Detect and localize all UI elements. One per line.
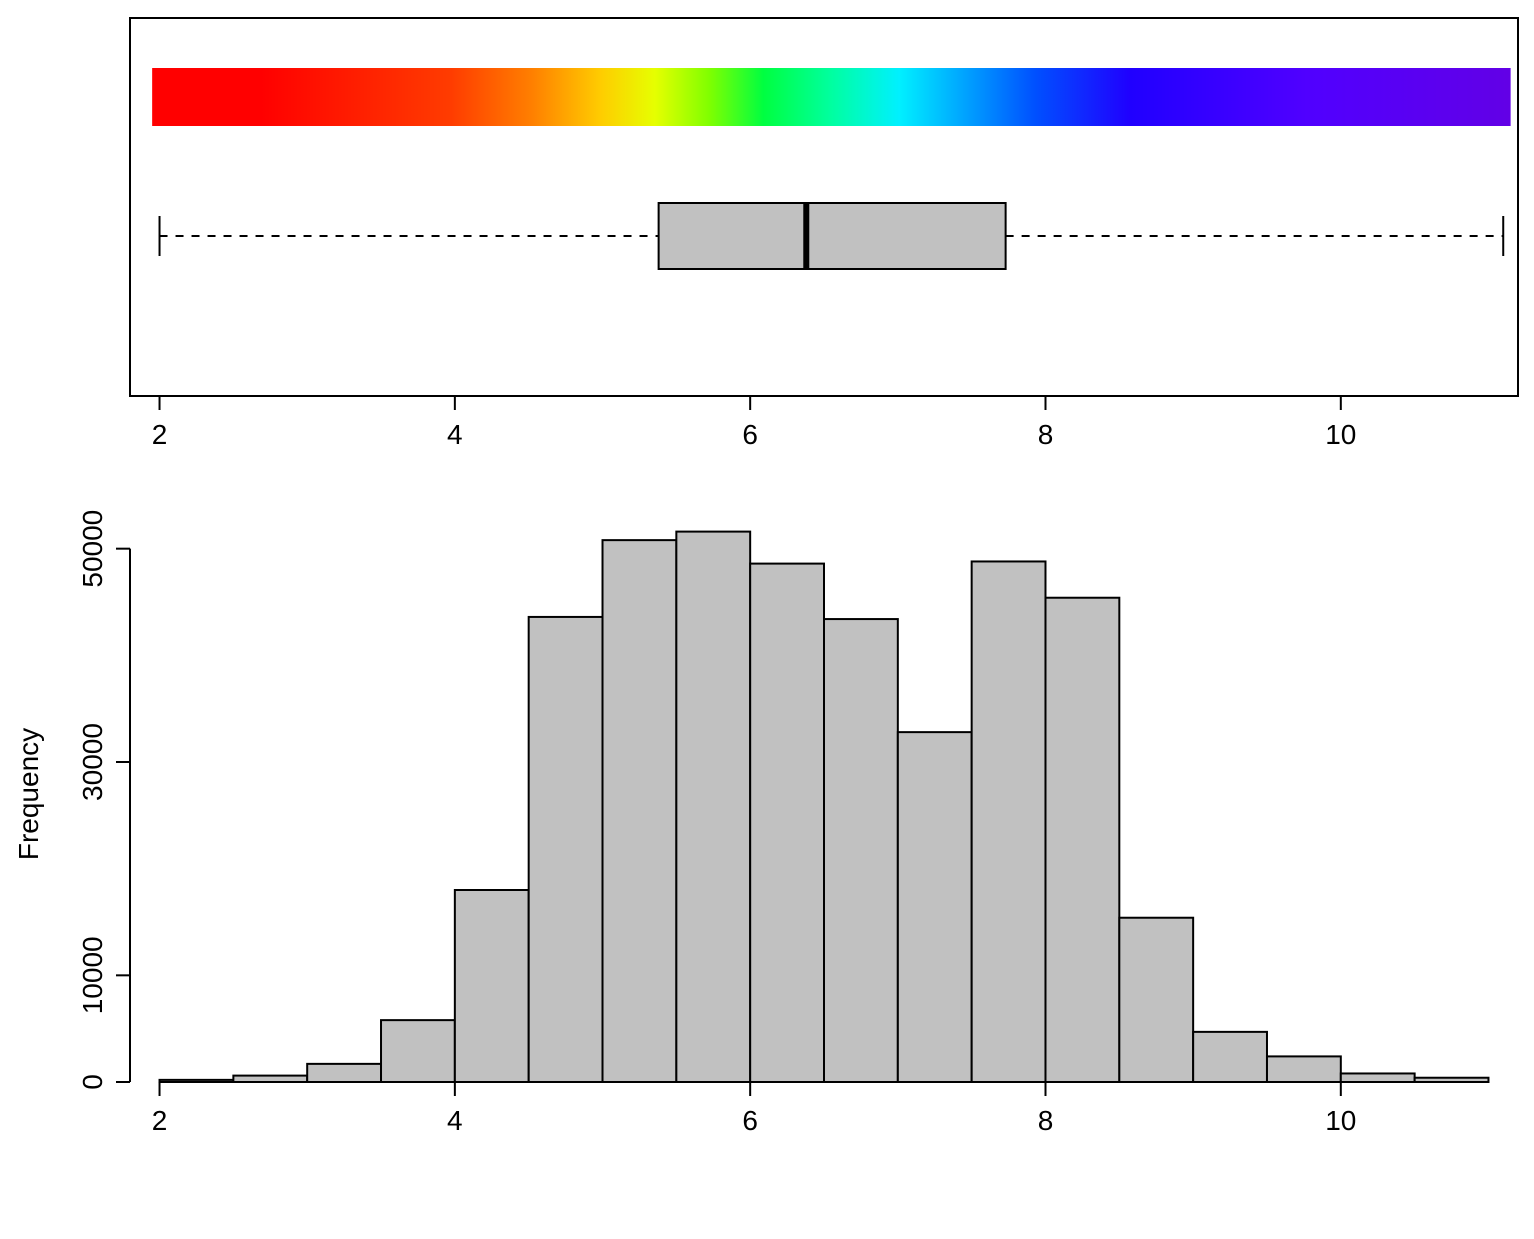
histogram-bar — [1341, 1073, 1415, 1082]
histogram-bar — [455, 890, 529, 1082]
figure-svg: 2 4 6 8 10 2 4 6 8 10 0 10000 30000 50000 Frequency — [0, 0, 1534, 1239]
top-xaxis-label: 4 — [447, 419, 463, 450]
histogram — [160, 532, 1489, 1082]
bottom-yaxis-label: 0 — [77, 1074, 108, 1090]
bottom-xaxis-label: 6 — [742, 1105, 758, 1136]
histogram-bar — [603, 540, 677, 1082]
top-xaxis-label: 10 — [1325, 419, 1356, 450]
figure-root: 2 4 6 8 10 2 4 6 8 10 0 10000 30000 50000 Frequency — [0, 0, 1534, 1239]
histogram-bar — [824, 619, 898, 1082]
histogram-bar — [898, 732, 972, 1082]
bottom-xaxis-label: 8 — [1038, 1105, 1054, 1136]
histogram-bar — [750, 564, 824, 1082]
histogram-bar — [529, 617, 603, 1082]
bottom-xaxis-label: 4 — [447, 1105, 463, 1136]
bottom-yaxis-title: Frequency — [13, 728, 44, 860]
bottom-xaxis-label: 10 — [1325, 1105, 1356, 1136]
top-xaxis-label: 8 — [1038, 419, 1054, 450]
bottom-yaxis-label: 30000 — [77, 723, 108, 801]
top-xaxis-label: 2 — [152, 419, 168, 450]
histogram-bar — [1193, 1032, 1267, 1082]
histogram-bar — [1045, 598, 1119, 1082]
histogram-bar — [381, 1020, 455, 1082]
bottom-yaxis-label: 50000 — [77, 510, 108, 588]
bottom-yaxis-label: 10000 — [77, 936, 108, 1014]
histogram-bar — [1119, 918, 1193, 1082]
bottom-xaxis-label: 2 — [152, 1105, 168, 1136]
rainbow-bar — [152, 68, 1510, 126]
boxplot-box — [659, 203, 1006, 269]
histogram-bar — [1415, 1078, 1489, 1082]
top-xaxis-label: 6 — [742, 419, 758, 450]
histogram-bar — [676, 532, 750, 1082]
histogram-bar — [972, 561, 1046, 1082]
histogram-bar — [1267, 1056, 1341, 1082]
boxplot — [160, 203, 1504, 269]
histogram-bar — [307, 1064, 381, 1082]
